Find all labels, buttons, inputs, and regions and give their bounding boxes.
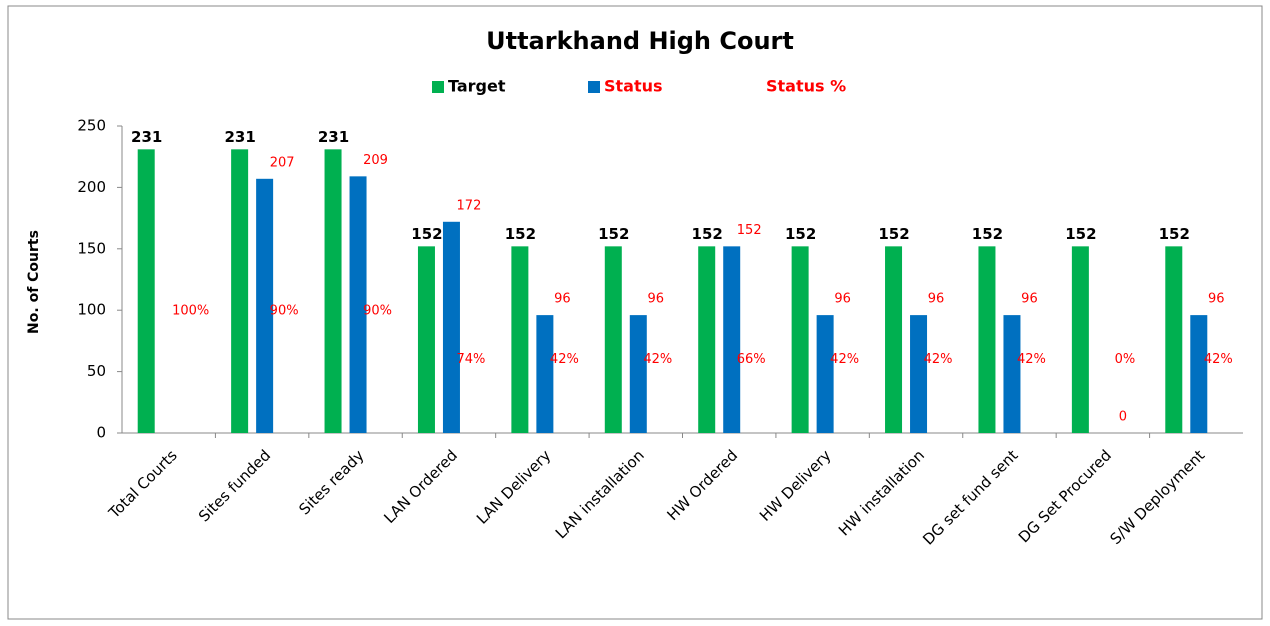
bar [791,246,809,433]
y-tick-label: 0 [96,424,106,442]
percent-label: 0% [1115,352,1136,367]
percent-label: 42% [924,352,953,367]
legend-label: Status [604,77,663,96]
bar [1003,315,1021,433]
percent-label: 90% [270,304,299,319]
percent-label: 66% [737,352,766,367]
y-tick-label: 150 [77,239,106,257]
percent-label: 42% [550,352,579,367]
y-tick-label: 100 [77,301,106,319]
bar [698,246,716,433]
bar [885,246,903,433]
chart-frame [7,5,1263,620]
bar [978,246,996,433]
data-label: 231 [224,128,255,146]
percent-label: 90% [363,304,392,319]
data-label: 172 [457,198,482,213]
data-label: 152 [785,225,816,243]
percent-label: 42% [1204,352,1233,367]
data-label: 152 [598,225,629,243]
bar [629,315,647,433]
bar [349,176,367,433]
data-label: 0 [1119,410,1127,425]
data-label: 152 [737,223,762,238]
percent-label: 74% [457,352,486,367]
bar [231,149,249,433]
data-label: 96 [1021,292,1038,307]
data-label: 152 [505,225,536,243]
data-label: 152 [1065,225,1096,243]
legend-swatch [588,81,600,93]
bar [442,221,460,433]
data-label: 96 [648,292,665,307]
data-label: 209 [363,153,388,168]
bar [816,315,834,433]
data-label: 231 [318,128,349,146]
data-label: 96 [554,292,571,307]
bar [1071,246,1089,433]
percent-label: 42% [643,352,672,367]
data-label: 152 [972,225,1003,243]
chart-title: Uttarkhand High Court [486,27,794,55]
percent-label: 100% [172,304,209,319]
bar [1190,315,1208,433]
percent-label: 42% [1017,352,1046,367]
bar [1165,246,1183,433]
y-tick-label: 50 [87,362,106,380]
legend-label: Target [448,77,506,96]
bar [723,246,741,433]
legend-swatch [432,81,444,93]
bar [604,246,622,433]
bar [910,315,928,433]
data-label: 96 [1208,292,1225,307]
y-axis-label: No. of Courts [26,230,42,334]
data-label: 207 [270,155,295,170]
data-label: 152 [692,225,723,243]
bar [324,149,342,433]
y-tick-label: 200 [77,178,106,196]
data-label: 96 [928,292,945,307]
y-tick-label: 250 [77,117,106,135]
bar [137,149,155,433]
data-label: 152 [411,225,442,243]
bar [417,246,435,433]
data-label: 152 [1159,225,1190,243]
data-label: 231 [131,128,162,146]
data-label: 96 [834,292,851,307]
bar [511,246,529,433]
bar [536,315,554,433]
percent-label: 42% [830,352,859,367]
data-label: 152 [878,225,909,243]
legend-label: Status % [766,77,846,96]
bar [256,178,274,433]
